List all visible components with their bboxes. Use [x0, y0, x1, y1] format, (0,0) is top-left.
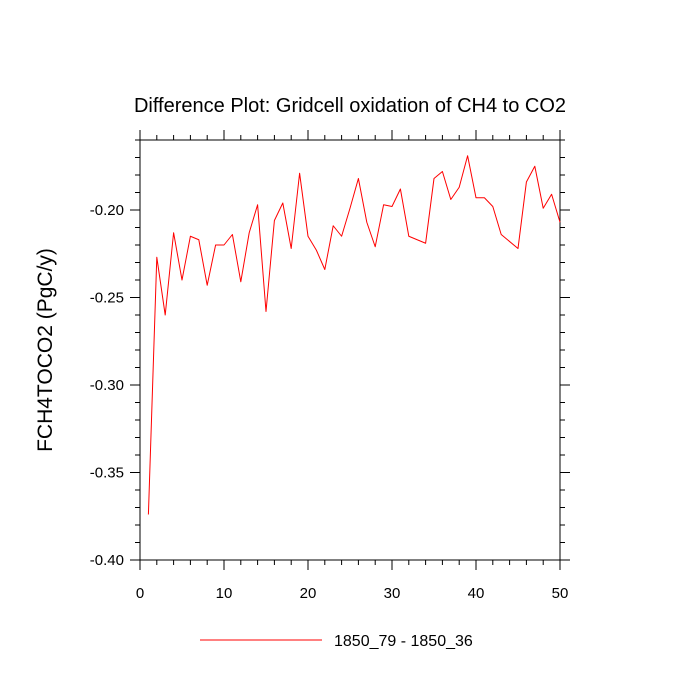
plot-frame	[139, 139, 561, 561]
y-axis-label: FCH4TOCO2 (PgC/y)	[34, 248, 57, 452]
minor-ticks	[135, 135, 565, 565]
x-tick-label: 20	[300, 585, 317, 602]
x-tick-label: 30	[384, 585, 401, 602]
y-tick-label: -0.30	[90, 377, 124, 394]
legend-label: 1850_79 - 1850_36	[334, 633, 473, 650]
y-tick-label: -0.35	[90, 465, 124, 482]
tick-labels: 0 10 20 30 40 50 -0.40 -0.35 -0.30 -0.25 -0.20	[90, 202, 569, 602]
x-tick-label: 0	[136, 585, 144, 602]
y-tick-label: -0.20	[90, 202, 124, 219]
x-tick-label: 50	[552, 585, 569, 602]
y-tick-label: -0.25	[90, 290, 124, 307]
legend: 1850_79 - 1850_36	[200, 633, 473, 650]
chart-title: Difference Plot: Gridcell oxidation of C…	[134, 95, 566, 117]
x-tick-label: 40	[468, 585, 485, 602]
major-ticks	[130, 130, 570, 570]
series-layer	[147, 155, 561, 515]
y-tick-label: -0.40	[90, 552, 124, 569]
x-tick-label: 10	[216, 585, 233, 602]
series-line	[147, 155, 561, 515]
